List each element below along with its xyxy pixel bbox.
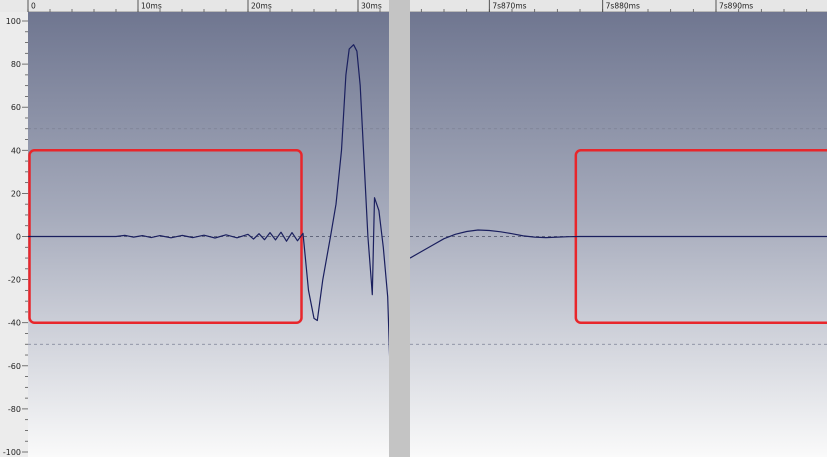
x-tick-label: 10ms [141,2,162,11]
y-tick-label: 100 [6,17,21,26]
y-tick-label: -80 [8,405,21,414]
x-tick-label: 7s870ms [492,2,526,11]
x-tick-label: 7s890ms [719,2,753,11]
y-tick-label: 0 [16,233,21,242]
panel-divider[interactable] [389,0,410,457]
x-tick-label: 20ms [251,2,272,11]
x-tick-label: 0 [31,2,36,11]
top-ruler-left [28,0,389,12]
top-ruler-right [410,0,827,12]
x-axis-left: 0 10ms 20ms 30ms [27,0,382,12]
y-tick-label: 20 [11,189,21,198]
y-tick-label: 80 [11,60,21,69]
x-tick-label: 30ms [361,2,382,11]
waveform-left [28,44,389,357]
waveform-right [410,229,827,259]
y-axis: 100 80 60 40 20 0 -20 -40 -60 -80 -100 [3,17,28,457]
y-tick-label: -100 [3,448,21,457]
x-tick-label: 7s880ms [606,2,640,11]
y-tick-label: -60 [8,362,21,371]
y-tick-label: 60 [11,103,21,112]
plot-area-right [410,12,827,457]
y-tick-label: -20 [8,276,21,285]
y-axis-strip [0,12,28,457]
plot-area-left [28,12,389,457]
y-tick-label: -40 [8,319,21,328]
x-axis-right: 7s870ms7s880ms7s890ms7s900ms [420,0,808,12]
y-tick-label: 40 [11,146,21,155]
